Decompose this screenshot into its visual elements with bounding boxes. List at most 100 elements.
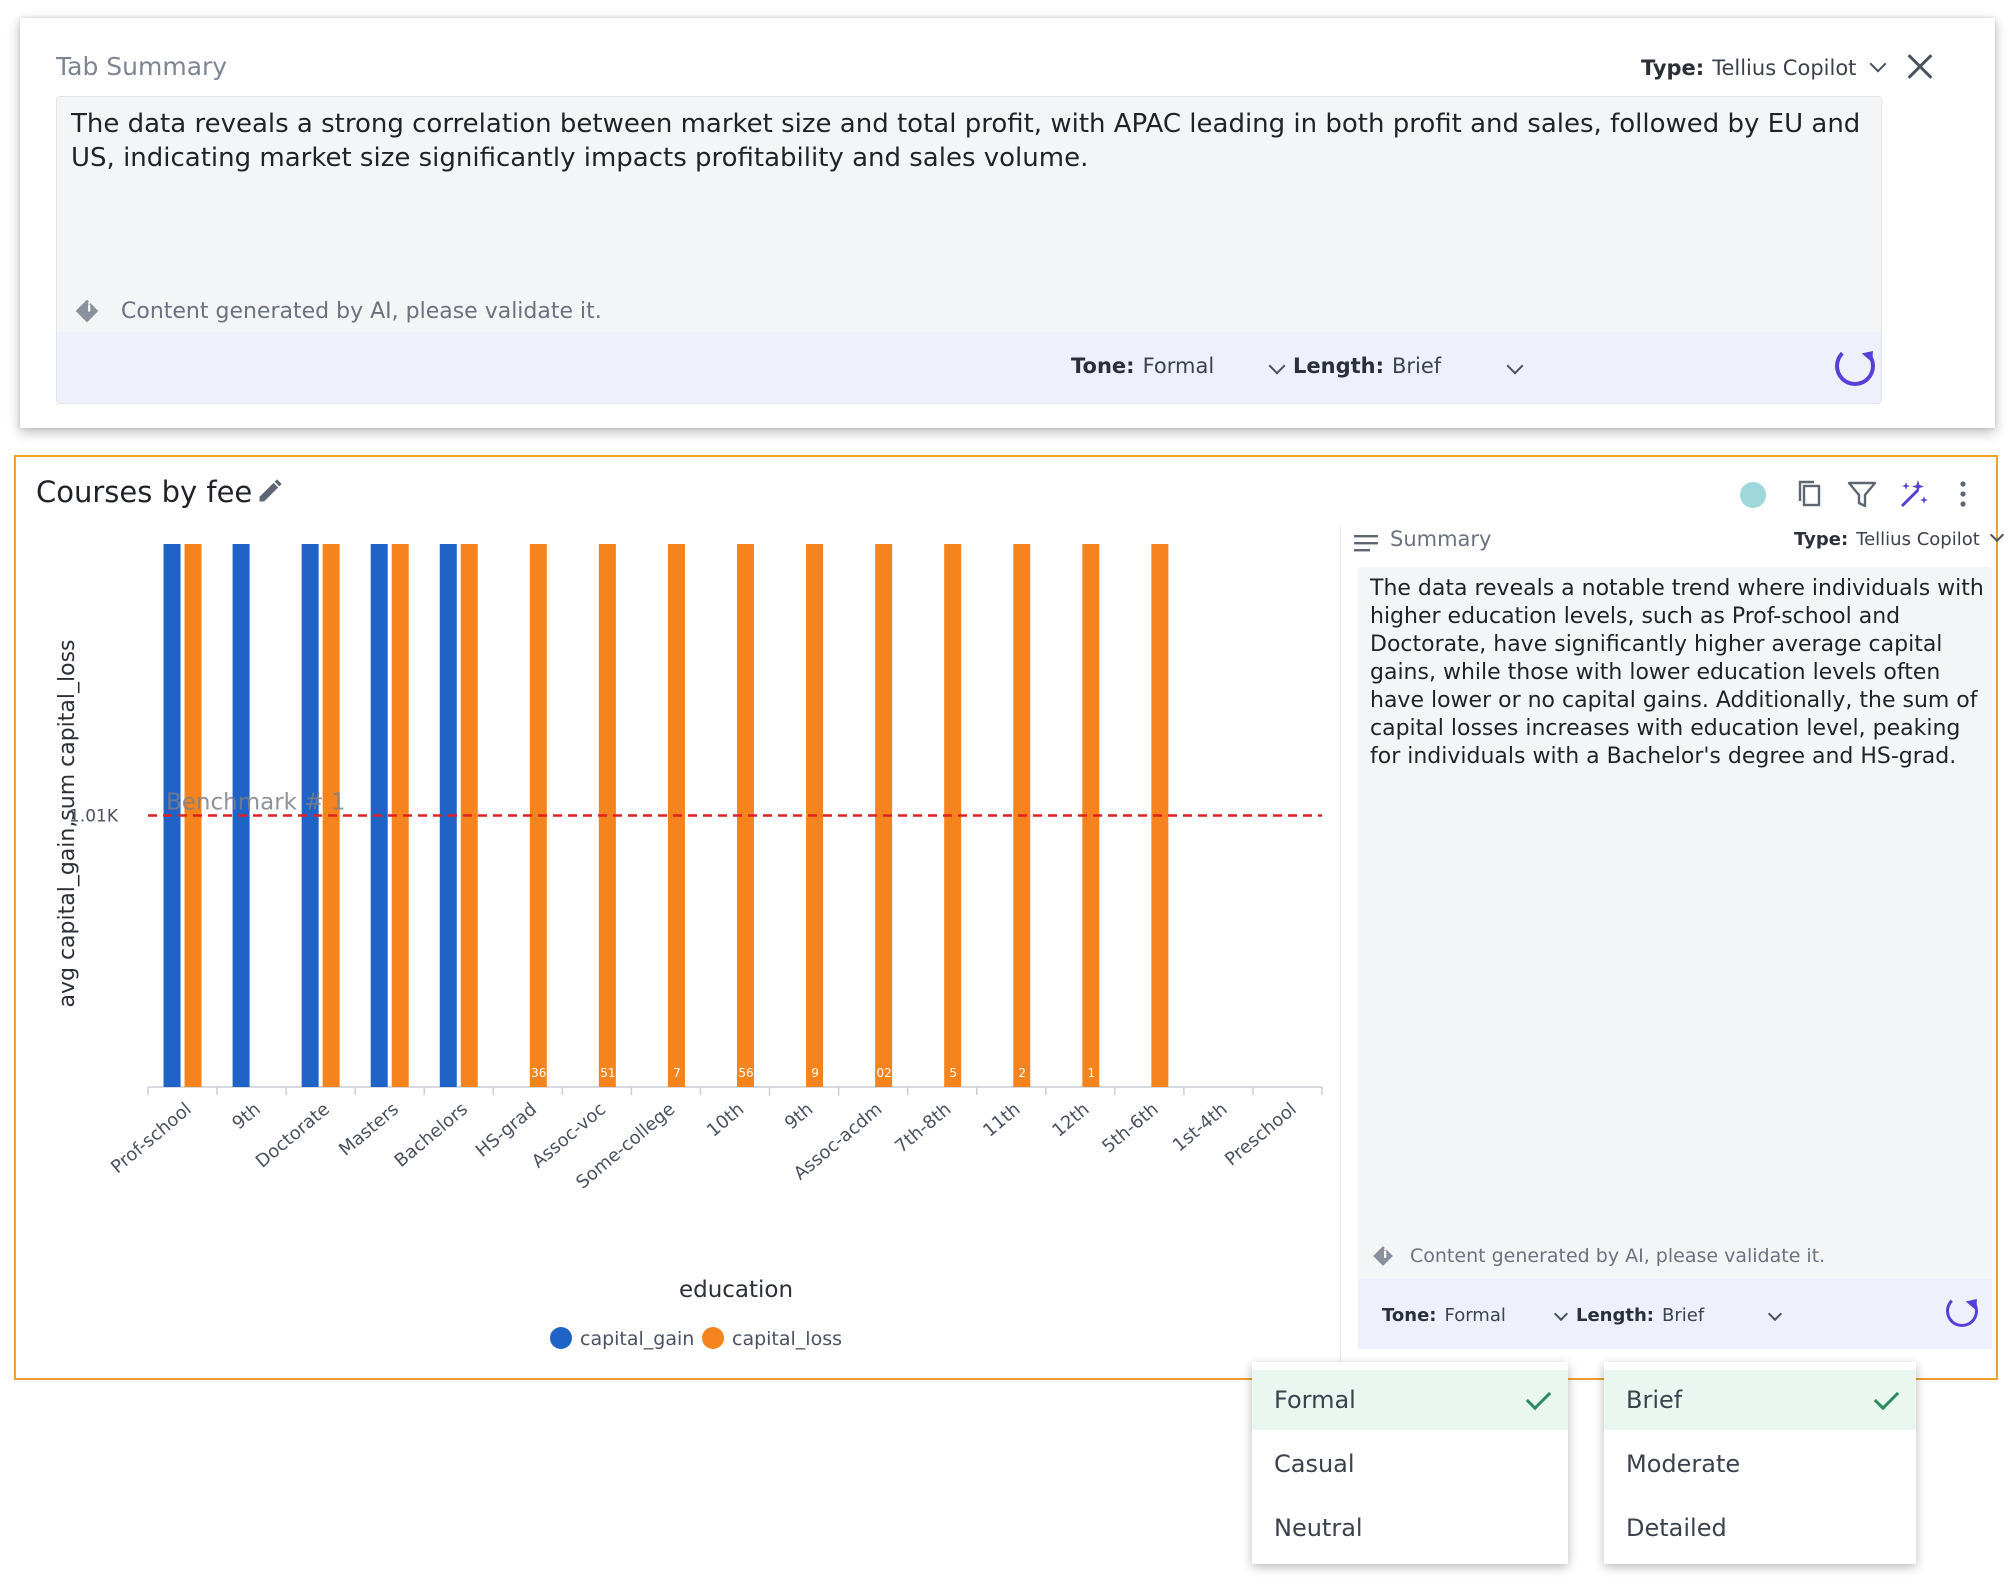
side-summary-panel: Summary Type: Tellius Copilot The data re… — [1340, 527, 2004, 1367]
tone-value: Formal — [1444, 1305, 1506, 1326]
ai-disclaimer: Content generated by AI, please validate… — [1373, 1245, 1826, 1267]
chevron-down-icon — [1268, 357, 1286, 375]
regenerate-icon[interactable] — [1835, 346, 1875, 386]
close-icon[interactable] — [1903, 50, 1937, 84]
tone-option-label: Casual — [1274, 1450, 1355, 1478]
x-tick-label: 10th — [703, 1099, 748, 1142]
tone-option-casual[interactable]: Casual — [1252, 1434, 1568, 1494]
tab-summary-textbox[interactable]: The data reveals a strong correlation be… — [56, 96, 1882, 404]
type-value: Tellius Copilot — [1712, 56, 1857, 80]
tone-option-neutral[interactable]: Neutral — [1252, 1498, 1568, 1558]
x-tick-label: Masters — [335, 1099, 403, 1161]
bar-capital_loss — [391, 544, 409, 1087]
panel-divider — [1340, 527, 1341, 1367]
tab-summary-controls: Tone: Formal Length: Brief — [57, 332, 1881, 403]
magic-wand-icon[interactable] — [1896, 477, 1930, 511]
x-tick-label: 12th — [1048, 1099, 1093, 1142]
info-diamond-icon — [1373, 1246, 1393, 1266]
copy-icon[interactable] — [1793, 477, 1827, 511]
bar-data-label: 1 — [1087, 1066, 1095, 1080]
tab-summary-title: Tab Summary — [56, 52, 228, 81]
side-summary-title: Summary — [1390, 527, 1492, 551]
side-summary-controls: Tone: Formal Length: Brief — [1358, 1279, 1992, 1349]
chevron-down-icon — [1553, 1306, 1569, 1322]
tone-select[interactable]: Tone: Formal — [1382, 1305, 1569, 1326]
bar-capital_gain — [163, 544, 181, 1087]
bar-data-label: 5 — [949, 1066, 957, 1080]
tone-label: Tone: — [1382, 1305, 1437, 1326]
chart-title: Courses by fee — [36, 475, 253, 509]
chevron-down-icon — [1767, 1306, 1783, 1322]
length-select[interactable]: Length: Brief — [1576, 1305, 1783, 1326]
bar-data-label: 2 — [1018, 1066, 1026, 1080]
legend-swatch-capital_gain — [550, 1327, 572, 1349]
side-summary-textbox[interactable]: The data reveals a notable trend where i… — [1358, 567, 1992, 1349]
ai-disclaimer: Content generated by AI, please validate… — [75, 299, 602, 324]
bar-capital_loss — [737, 544, 754, 1087]
side-summary-type-select[interactable]: Type: Tellius Copilot — [1794, 527, 2004, 550]
x-tick-label: HS-grad — [472, 1099, 541, 1162]
chevron-down-icon — [1506, 357, 1524, 375]
bar-data-label: 02 — [876, 1066, 891, 1080]
info-diamond-icon — [75, 299, 99, 323]
legend-label-capital_gain: capital_gain — [580, 1328, 694, 1350]
tone-value: Formal — [1142, 354, 1215, 378]
bar-capital_loss — [944, 544, 962, 1087]
x-tick-label: 5th-6th — [1098, 1099, 1162, 1158]
length-option-brief[interactable]: Brief — [1604, 1370, 1916, 1430]
bar-data-label: 56 — [738, 1066, 753, 1080]
chevron-down-icon — [1869, 55, 1887, 73]
x-tick-label: 9th — [781, 1099, 817, 1134]
y-axis-label: avg capital_gain,sum capital_loss — [55, 639, 80, 1007]
legend-swatch-capital_loss — [702, 1327, 724, 1349]
x-tick-label: Bachelors — [391, 1099, 472, 1172]
regenerate-icon[interactable] — [1946, 1295, 1978, 1327]
length-label: Length: — [1576, 1305, 1654, 1326]
tone-select[interactable]: Tone: Formal — [1071, 354, 1286, 378]
chart-card: Courses by fee avg capital_gain,sum capi… — [14, 455, 2004, 1380]
bar-data-label: 36 — [531, 1066, 546, 1080]
chevron-down-icon — [1989, 527, 2004, 543]
length-option-detailed[interactable]: Detailed — [1604, 1498, 1916, 1558]
filter-icon[interactable] — [1845, 477, 1879, 511]
tab-summary-text: The data reveals a strong correlation be… — [71, 109, 1861, 173]
length-value: Brief — [1662, 1305, 1705, 1326]
tone-option-label: Formal — [1274, 1386, 1356, 1414]
more-vertical-icon[interactable] — [1946, 477, 1980, 511]
bar-data-label: 7 — [673, 1066, 681, 1080]
edit-icon[interactable] — [256, 477, 284, 505]
bar-capital_gain — [301, 544, 319, 1087]
checkmark-icon — [1525, 1384, 1552, 1411]
bar-capital_loss — [598, 544, 616, 1087]
length-option-moderate[interactable]: Moderate — [1604, 1434, 1916, 1494]
bar-capital_loss — [1082, 544, 1100, 1087]
length-label: Length: — [1293, 354, 1384, 378]
x-tick-label: 11th — [979, 1099, 1024, 1142]
x-tick-label: 9th — [228, 1099, 264, 1134]
status-dot-icon[interactable] — [1736, 477, 1770, 511]
x-tick-label: Doctorate — [252, 1099, 334, 1173]
ai-disclaimer-text: Content generated by AI, please validate… — [121, 299, 602, 324]
x-tick-label: Preschool — [1221, 1099, 1301, 1171]
x-tick-label: 7th-8th — [891, 1099, 955, 1158]
bar-data-label: 9 — [811, 1066, 819, 1080]
type-label: Type: — [1794, 529, 1849, 550]
length-option-label: Brief — [1626, 1386, 1683, 1414]
tone-dropdown: Formal Casual Neutral — [1252, 1362, 1568, 1564]
tone-option-formal[interactable]: Formal — [1252, 1370, 1568, 1430]
length-option-label: Detailed — [1626, 1514, 1727, 1542]
tone-option-label: Neutral — [1274, 1514, 1363, 1542]
status-dot — [1740, 482, 1766, 508]
length-dropdown: Brief Moderate Detailed — [1604, 1362, 1916, 1564]
side-summary-text: The data reveals a notable trend where i… — [1370, 576, 1984, 769]
checkmark-icon — [1873, 1384, 1900, 1411]
bar-data-label: 51 — [600, 1066, 615, 1080]
tab-summary-type-select[interactable]: Type: Tellius Copilot — [1641, 55, 1887, 80]
ai-disclaimer-text: Content generated by AI, please validate… — [1410, 1245, 1826, 1267]
length-select[interactable]: Length: Brief — [1293, 354, 1524, 378]
x-tick-label: 1st-4th — [1169, 1099, 1232, 1156]
type-value: Tellius Copilot — [1856, 529, 1980, 550]
benchmark-label: Benchmark # 1 — [166, 790, 346, 816]
tab-summary-panel: Tab Summary Type: Tellius Copilot The dat… — [20, 18, 1995, 428]
